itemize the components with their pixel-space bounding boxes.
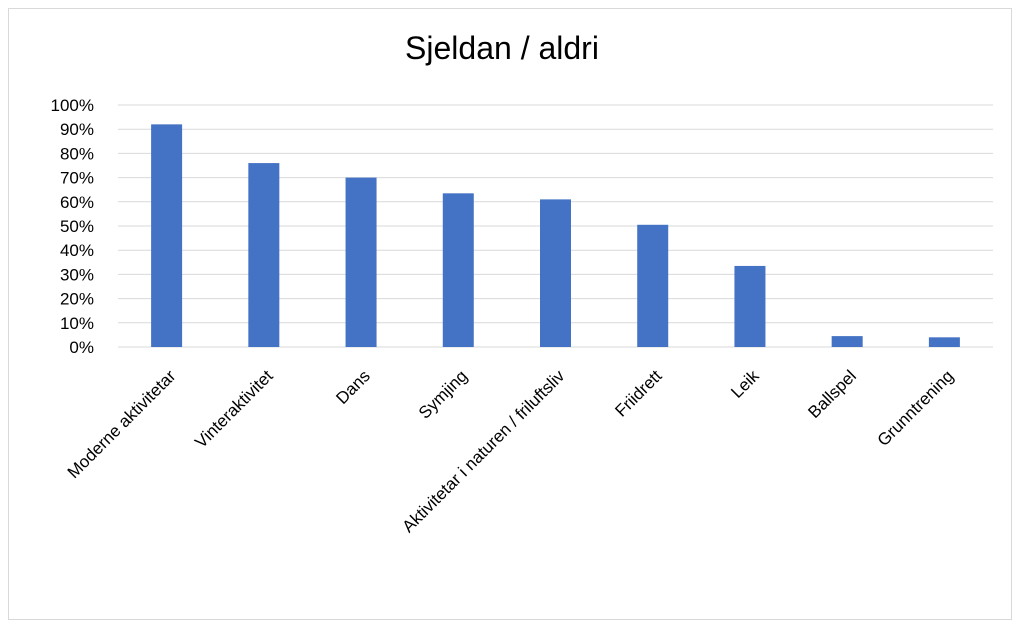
bar <box>928 337 960 347</box>
x-category-label: Vinteraktivitet <box>191 366 277 452</box>
y-tick-label: 0% <box>69 338 94 357</box>
x-category-label: Moderne aktivitetar <box>64 366 180 482</box>
y-tick-label: 70% <box>60 169 94 188</box>
y-axis-ticks: 0% 10% 20% 30% 40% 50% 60% 70% 80% 90% 100% <box>51 96 94 357</box>
x-category-label: Friidrett <box>611 366 665 420</box>
y-tick-label: 50% <box>60 217 94 236</box>
bar <box>442 193 474 347</box>
x-category-label: Aktivitetar i naturen / friluftsliv <box>399 366 569 536</box>
bars <box>151 124 960 347</box>
bar <box>540 199 571 347</box>
chart-title: Sjeldan / aldri <box>405 30 599 66</box>
y-tick-label: 30% <box>60 265 94 284</box>
y-tick-label: 60% <box>60 193 94 212</box>
bar <box>151 124 183 347</box>
bar <box>345 177 377 347</box>
y-tick-label: 40% <box>60 241 94 260</box>
bar <box>734 265 766 347</box>
y-tick-label: 80% <box>60 144 94 163</box>
x-category-label: Dans <box>332 366 373 407</box>
y-tick-label: 90% <box>60 120 94 139</box>
bar <box>831 336 863 347</box>
x-category-label: Leik <box>727 366 763 402</box>
x-axis-labels: Moderne aktivitetar Vinteraktivitet Dans Sy… <box>64 366 957 536</box>
y-tick-label: 20% <box>60 290 94 309</box>
bar <box>637 224 669 347</box>
y-tick-label: 100% <box>51 96 94 115</box>
y-tick-label: 10% <box>60 314 94 333</box>
x-category-label: Ballspel <box>804 366 860 422</box>
bar <box>248 163 280 347</box>
x-category-label: Grunntrening <box>874 366 958 450</box>
x-category-label: Symjing <box>415 366 471 422</box>
